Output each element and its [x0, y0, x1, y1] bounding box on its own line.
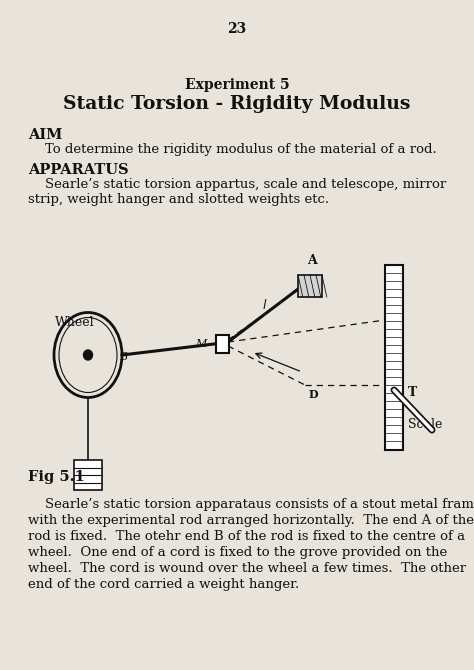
Text: A: A: [307, 254, 317, 267]
Text: Fig 5.1: Fig 5.1: [28, 470, 85, 484]
Text: end of the cord carried a weight hanger.: end of the cord carried a weight hanger.: [28, 578, 299, 591]
Text: with the experimental rod arranged horizontally.  The end A of the: with the experimental rod arranged horiz…: [28, 514, 474, 527]
Bar: [385, 265, 403, 450]
Text: D: D: [309, 389, 319, 400]
Text: Searle’s static torsion apparataus consists of a stout metal frame: Searle’s static torsion apparataus consi…: [28, 498, 474, 511]
Text: 23: 23: [228, 22, 246, 36]
Bar: [216, 335, 229, 353]
Text: APPARATUS: APPARATUS: [28, 163, 128, 177]
Text: $l$: $l$: [262, 298, 268, 312]
Text: Searle’s static torsion appartus, scale and telescope, mirror: Searle’s static torsion appartus, scale …: [28, 178, 446, 191]
Text: Wheel: Wheel: [55, 316, 95, 329]
Bar: [74, 460, 102, 490]
Text: To determine the rigidity modulus of the material of a rod.: To determine the rigidity modulus of the…: [28, 143, 437, 156]
Text: AIM: AIM: [28, 128, 63, 142]
Ellipse shape: [83, 350, 92, 360]
Text: Static Torsion - Rigidity Modulus: Static Torsion - Rigidity Modulus: [64, 95, 410, 113]
Text: rod is fixed.  The otehr end B of the rod is fixed to the centre of a: rod is fixed. The otehr end B of the rod…: [28, 530, 465, 543]
Text: M: M: [196, 339, 207, 349]
Bar: [298, 275, 322, 297]
Text: Experiment 5: Experiment 5: [185, 78, 289, 92]
Text: Scale: Scale: [408, 419, 442, 431]
Text: B: B: [119, 352, 127, 362]
Text: strip, weight hanger and slotted weights etc.: strip, weight hanger and slotted weights…: [28, 193, 329, 206]
Text: wheel.  The cord is wound over the wheel a few times.  The other: wheel. The cord is wound over the wheel …: [28, 562, 466, 575]
Text: T: T: [408, 385, 417, 399]
Text: wheel.  One end of a cord is fixed to the grove provided on the: wheel. One end of a cord is fixed to the…: [28, 546, 447, 559]
